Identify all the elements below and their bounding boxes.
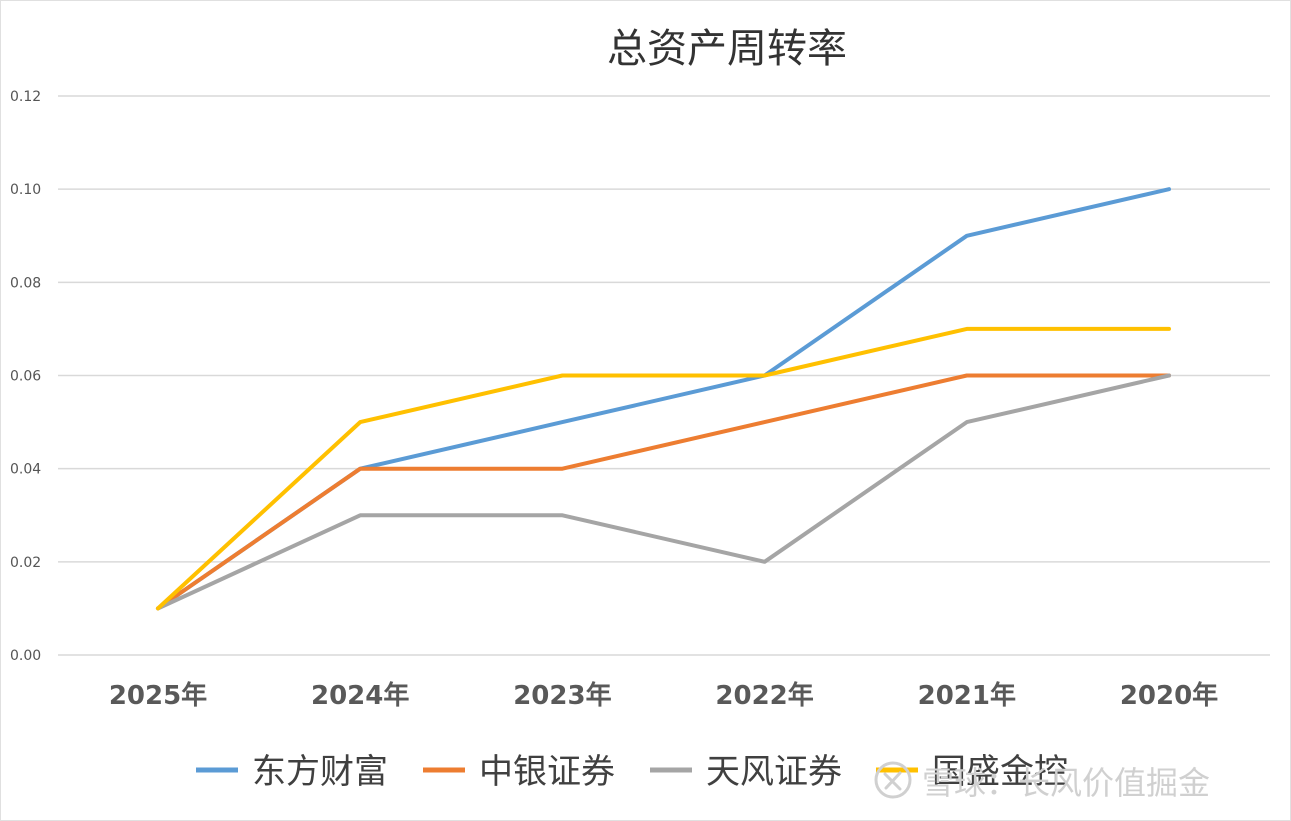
y-tick-label: 0.10 [10,182,41,198]
legend-label: 中银证券 [479,752,615,792]
x-tick-label: 2023年 [513,680,611,711]
y-tick-label: 0.12 [10,89,41,105]
y-tick-label: 0.06 [10,369,41,385]
watermark-text: 雪球：长风价值掘金 [922,764,1210,802]
legend-label: 国盛金控 [932,752,1068,792]
x-tick-label: 2025年 [109,680,207,711]
x-tick-label: 2021年 [918,680,1016,711]
series-line-2 [156,373,1171,611]
snowball-logo-icon [874,761,912,799]
y-tick-label: 0.04 [10,462,41,478]
series-line-3 [156,326,1171,611]
x-tick-label: 2022年 [715,680,813,711]
y-tick-label: 0.02 [10,555,41,571]
series-lines [156,187,1171,611]
chart-title: 总资产周转率 [607,26,847,72]
legend-label: 天风证券 [706,752,842,792]
x-tick-label: 2020年 [1120,680,1218,711]
watermark: 雪球：长风价值掘金 [874,761,1210,802]
x-tick-label: 2024年 [311,680,409,711]
legend-item-0[interactable]: 东方财富 [196,752,388,792]
y-axis-ticks: 0.00 0.02 0.04 0.06 0.08 0.10 0.12 [10,89,41,664]
series-line-1 [156,373,1171,611]
legend-label: 东方财富 [252,752,388,792]
y-tick-label: 0.08 [10,275,41,291]
legend-item-3[interactable]: 国盛金控 [876,752,1068,792]
y-tick-label: 0.00 [10,648,41,664]
legend-item-2[interactable]: 天风证券 [650,752,842,792]
legend-item-1[interactable]: 中银证券 [423,752,615,792]
x-axis-ticks: 2025年 2024年 2023年 2022年 2021年 2020年 [109,680,1218,711]
legend[interactable]: 东方财富 中银证券 天风证券 国盛金控 [196,752,1068,792]
